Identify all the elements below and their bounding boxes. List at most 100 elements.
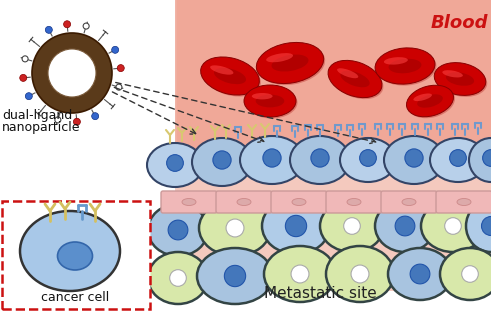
FancyBboxPatch shape — [155, 151, 491, 311]
FancyBboxPatch shape — [155, 291, 491, 311]
Ellipse shape — [320, 200, 384, 252]
Ellipse shape — [402, 198, 416, 206]
Ellipse shape — [375, 200, 435, 252]
Circle shape — [45, 26, 53, 33]
Ellipse shape — [210, 65, 233, 75]
Ellipse shape — [199, 200, 271, 256]
FancyBboxPatch shape — [173, 0, 175, 311]
FancyBboxPatch shape — [167, 0, 169, 311]
Ellipse shape — [290, 136, 350, 184]
Ellipse shape — [440, 248, 491, 300]
Ellipse shape — [20, 211, 120, 291]
Circle shape — [166, 155, 183, 171]
Ellipse shape — [375, 48, 435, 84]
Ellipse shape — [340, 138, 396, 182]
Ellipse shape — [246, 86, 298, 118]
Ellipse shape — [202, 58, 261, 96]
Ellipse shape — [384, 57, 408, 65]
Ellipse shape — [442, 70, 463, 77]
Ellipse shape — [388, 59, 421, 73]
Circle shape — [224, 265, 246, 287]
Ellipse shape — [182, 198, 196, 206]
FancyBboxPatch shape — [175, 0, 177, 311]
FancyBboxPatch shape — [170, 0, 172, 311]
Ellipse shape — [337, 68, 358, 78]
Ellipse shape — [457, 198, 471, 206]
FancyBboxPatch shape — [157, 0, 159, 311]
Ellipse shape — [201, 57, 259, 95]
FancyBboxPatch shape — [167, 0, 169, 311]
Ellipse shape — [262, 198, 330, 254]
Circle shape — [344, 218, 360, 234]
Ellipse shape — [340, 71, 370, 87]
Circle shape — [462, 266, 478, 282]
Ellipse shape — [256, 95, 284, 107]
Ellipse shape — [266, 53, 293, 62]
Circle shape — [32, 33, 112, 113]
Ellipse shape — [421, 200, 485, 252]
FancyBboxPatch shape — [164, 0, 166, 311]
Circle shape — [20, 74, 27, 81]
Circle shape — [410, 264, 430, 284]
Ellipse shape — [292, 198, 306, 206]
Text: nanoparticle: nanoparticle — [2, 120, 81, 133]
Ellipse shape — [148, 204, 208, 256]
Text: dual-ligand: dual-ligand — [2, 109, 72, 122]
Ellipse shape — [148, 252, 208, 304]
FancyBboxPatch shape — [166, 0, 168, 311]
Ellipse shape — [272, 54, 308, 72]
Ellipse shape — [326, 246, 394, 302]
FancyBboxPatch shape — [161, 191, 217, 213]
Circle shape — [359, 150, 377, 166]
Circle shape — [285, 215, 307, 237]
Circle shape — [450, 150, 466, 166]
FancyBboxPatch shape — [165, 0, 167, 311]
Ellipse shape — [417, 94, 443, 108]
Ellipse shape — [256, 42, 324, 84]
Circle shape — [263, 149, 281, 167]
FancyBboxPatch shape — [170, 0, 172, 311]
Ellipse shape — [347, 198, 361, 206]
Ellipse shape — [413, 94, 432, 101]
Ellipse shape — [328, 60, 382, 98]
Circle shape — [48, 49, 96, 97]
Ellipse shape — [197, 248, 273, 304]
Circle shape — [291, 265, 309, 283]
Ellipse shape — [434, 63, 486, 95]
Ellipse shape — [408, 87, 455, 118]
FancyBboxPatch shape — [155, 0, 157, 311]
Circle shape — [117, 65, 124, 72]
Circle shape — [64, 21, 71, 28]
FancyBboxPatch shape — [162, 0, 164, 311]
Circle shape — [111, 46, 119, 53]
Circle shape — [26, 93, 32, 100]
Ellipse shape — [377, 49, 436, 86]
FancyBboxPatch shape — [168, 0, 170, 311]
Ellipse shape — [436, 64, 487, 97]
FancyBboxPatch shape — [2, 201, 150, 309]
Circle shape — [168, 220, 188, 240]
FancyBboxPatch shape — [169, 0, 171, 311]
FancyBboxPatch shape — [381, 191, 437, 213]
FancyBboxPatch shape — [162, 0, 164, 311]
FancyBboxPatch shape — [216, 191, 272, 213]
Ellipse shape — [469, 138, 491, 182]
FancyBboxPatch shape — [155, 0, 491, 311]
Text: Blood: Blood — [431, 14, 488, 32]
Circle shape — [73, 118, 81, 125]
Circle shape — [213, 151, 231, 169]
FancyBboxPatch shape — [158, 0, 160, 311]
Ellipse shape — [214, 68, 246, 84]
Ellipse shape — [264, 246, 336, 302]
Circle shape — [483, 150, 491, 166]
Ellipse shape — [384, 136, 444, 184]
Ellipse shape — [252, 93, 273, 100]
FancyBboxPatch shape — [326, 191, 382, 213]
FancyBboxPatch shape — [163, 0, 164, 311]
FancyBboxPatch shape — [174, 0, 176, 311]
Circle shape — [445, 218, 462, 234]
Ellipse shape — [192, 138, 252, 186]
Ellipse shape — [240, 136, 304, 184]
FancyBboxPatch shape — [157, 0, 159, 311]
Circle shape — [351, 265, 369, 283]
